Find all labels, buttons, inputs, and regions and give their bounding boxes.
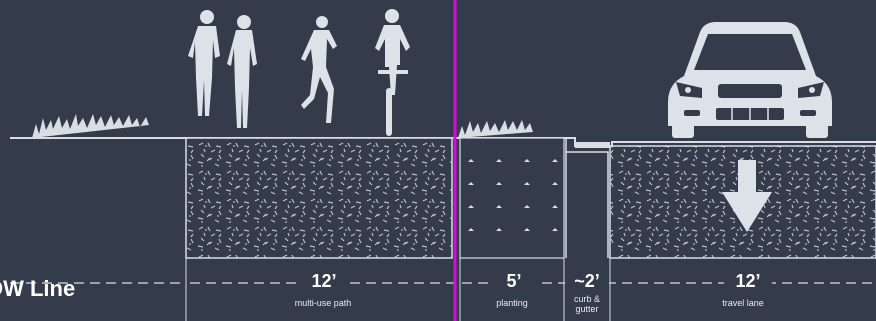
segment-label: travel lane	[722, 298, 764, 308]
segment-dimension: 12’	[724, 271, 772, 292]
segment-dimension: ~2’	[565, 271, 609, 292]
segment-dividers	[185, 258, 611, 321]
runner-icon	[301, 16, 337, 123]
down-arrow-icon	[722, 160, 772, 232]
multi-use-path-surface	[185, 137, 453, 259]
segment-label: multi-use path	[294, 298, 352, 308]
segment-dimension: 5’	[492, 271, 536, 292]
segment-label: planting	[496, 298, 528, 308]
car-icon	[668, 22, 832, 138]
segment-label: curb & gutter	[573, 294, 600, 314]
pedestrian-icon	[188, 10, 257, 128]
grass-icon	[32, 114, 533, 138]
curb-top	[575, 142, 610, 148]
curb-gutter-outline	[565, 138, 609, 258]
cyclist-icon	[375, 9, 410, 136]
planting-strip	[459, 137, 565, 259]
segment-dimension: 12’	[300, 271, 348, 292]
row-line-label: OW Line	[0, 276, 76, 301]
